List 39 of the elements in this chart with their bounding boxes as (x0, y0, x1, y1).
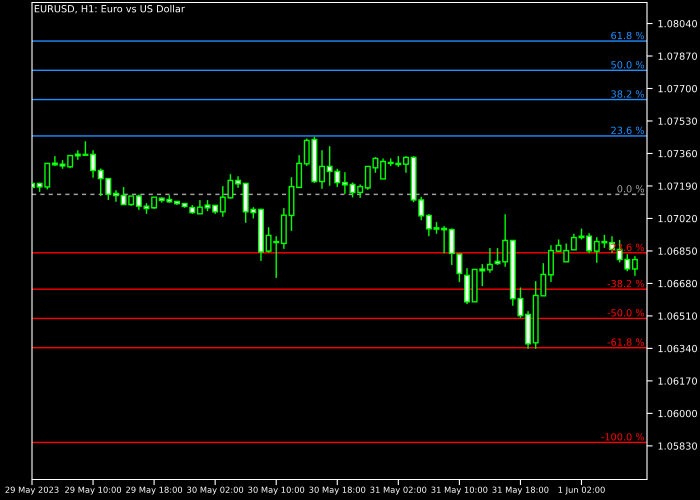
annotation: 0.0 % (617, 185, 644, 192)
y-tick-label: 1.07360 (658, 150, 697, 158)
annotation: -100.0 % (601, 433, 644, 441)
x-tick-label: 1 Jun 02:00 (558, 486, 605, 494)
y-tick-label: 1.06170 (658, 377, 697, 385)
annotation: 23.6 % (611, 126, 644, 134)
y-tick-label: 1.06000 (658, 410, 697, 418)
x-tick-label: 29 May 18:00 (126, 486, 182, 495)
annotation: -38.2 % (608, 280, 644, 288)
candlestick (594, 236, 600, 264)
y-tick-label: 1.08040 (658, 20, 697, 28)
y-tick-label: 1.07530 (658, 117, 697, 125)
x-tick-label: 29 May 10:00 (65, 486, 122, 495)
candlestick (448, 228, 455, 266)
x-tick-label: 30 May 10:00 (248, 486, 304, 495)
chart-title: EURUSD, H1: Euro vs US Dollar (34, 4, 185, 14)
candlestick (304, 138, 310, 167)
y-tick-label: 1.06340 (658, 344, 697, 352)
y-tick-label: 1.07700 (658, 84, 697, 92)
x-tick-label: 31 May 10:00 (431, 486, 488, 495)
annotation: 38.2 % (611, 90, 644, 98)
y-tick-label: 1.06510 (658, 312, 697, 320)
y-tick-label: 1.06850 (658, 247, 697, 255)
x-tick-label: 31 May 02:00 (370, 486, 426, 495)
annotation: -61.8 % (608, 338, 644, 346)
x-tick-label: 29 May 2023 (5, 486, 58, 495)
y-tick-label: 1.05830 (658, 442, 697, 450)
x-tick-label: 31 May 18:00 (492, 486, 548, 495)
y-tick-label: 1.06680 (658, 280, 697, 288)
candlestick (456, 252, 462, 283)
candlestick (44, 162, 50, 190)
annotation: 61.8 % (611, 32, 644, 40)
x-tick-label: 30 May 02:00 (187, 486, 244, 495)
annotation: -50.0 % (608, 309, 644, 317)
x-tick-label: 30 May 18:00 (309, 486, 366, 495)
y-tick-label: 1.07870 (658, 52, 697, 60)
y-tick-label: 1.07190 (658, 182, 697, 190)
annotation: 50.0 % (611, 61, 644, 68)
y-tick-label: 1.07020 (658, 214, 697, 222)
